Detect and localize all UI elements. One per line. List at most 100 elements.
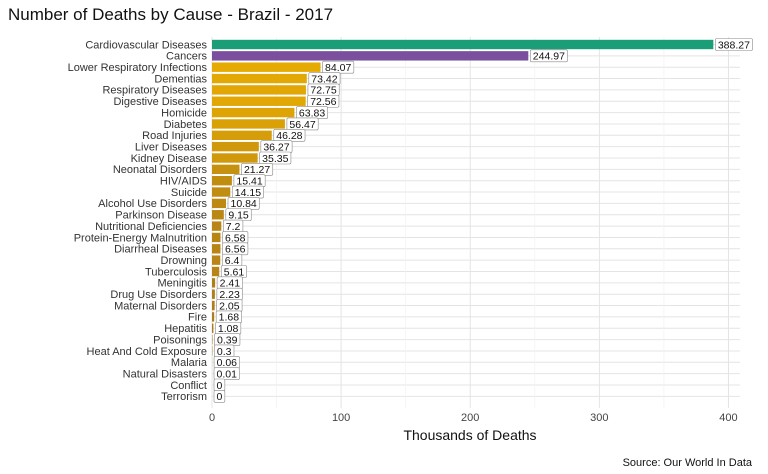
x-axis-label: Thousands of Deaths [403,427,536,443]
category-label: Poisonings [153,334,207,346]
x-tick-label: 100 [332,412,350,424]
category-label: Natural Disasters [123,368,208,380]
data-label: 10.84 [227,197,260,210]
category-label: Liver Diseases [135,141,208,153]
category-label: Digestive Diseases [113,96,207,108]
bar [212,130,272,140]
category-label: Homicide [161,107,207,119]
category-label: Alcohol Use Disorders [98,198,207,210]
bar [212,73,307,84]
data-label-text: 244.97 [533,51,565,63]
data-label: 1.68 [215,310,242,324]
bar [212,176,232,186]
category-label: Protein-Energy Malnutrition [74,232,207,244]
data-label-text: 7.2 [226,221,241,233]
bar [212,232,221,243]
category-label: Nutritional Deficiencies [95,221,207,233]
x-tick-label: 300 [590,412,608,424]
data-label-text: 14.15 [235,187,261,199]
category-label: Hepatitis [164,323,207,335]
data-label: 72.75 [307,83,340,97]
data-label-text: 0 [217,380,223,392]
data-label-text: 1.08 [218,323,239,335]
x-tick-label: 200 [461,412,479,424]
bar [212,39,714,50]
data-label-text: 2.41 [220,278,241,290]
category-label: HIV/AIDS [160,176,207,188]
data-label: 84.07 [322,60,355,74]
bar [212,323,214,333]
data-label-box [213,367,240,380]
bar [212,62,321,72]
data-label: 388.27 [715,38,753,51]
data-label: 6.58 [222,231,249,244]
data-label: 2.41 [216,276,243,290]
bar [212,153,258,163]
category-label: Tuberculosis [145,266,207,278]
data-label-text: 36.27 [263,141,289,153]
data-label-text: 6.58 [225,232,246,244]
data-label-text: 73.42 [311,73,337,85]
chart-title: Number of Deaths by Cause - Brazil - 201… [8,5,333,24]
x-tick-label: 0 [209,412,215,424]
data-label-text: 0.01 [217,368,238,380]
data-label-text: 10.84 [230,198,256,210]
bar [212,312,215,322]
data-label: 0.39 [214,333,241,346]
data-label: 0.06 [213,355,240,369]
data-label: 7.2 [222,219,244,233]
data-label-text: 388.27 [718,39,750,51]
bar [212,164,240,175]
data-label-text: 2.23 [219,289,240,301]
data-label: 244.97 [530,49,568,63]
data-label-text: 35.35 [262,153,288,165]
data-label-text: 0 [217,391,223,403]
data-label-box [530,49,568,63]
data-label-text: 63.83 [299,107,325,119]
data-label: 2.05 [216,299,243,312]
bar [212,96,306,106]
bar [212,107,295,118]
data-label: 0.3 [214,344,235,358]
bar [212,210,224,220]
data-label-text: 9.15 [228,210,249,222]
bar [212,266,220,277]
data-label-text: 5.61 [224,266,245,278]
data-label-box [715,38,753,51]
category-label: Heat And Cold Exposure [87,346,207,358]
data-label: 56.47 [286,117,319,131]
data-label-text: 0.06 [217,357,238,369]
category-label: Cardiovascular Diseases [85,39,207,51]
bar [212,255,221,265]
category-label: Meningitis [157,278,207,290]
x-axis-ticks: 0 100 200 300 400 [209,412,738,424]
data-label: 36.27 [260,140,293,153]
category-label: Suicide [171,187,207,199]
category-label: Drowning [161,255,207,267]
data-label-text: 72.75 [310,85,336,97]
category-label: Diarrheal Diseases [114,244,207,256]
data-label: 21.27 [241,163,274,176]
bar [212,221,222,231]
data-label-text: 6.4 [225,255,240,267]
data-label: 0 [213,390,226,403]
data-label: 6.4 [221,253,243,267]
category-label: Respiratory Diseases [102,85,207,97]
data-label-text: 6.56 [225,244,246,256]
data-label: 14.15 [231,185,264,199]
category-label: Lower Respiratory Infections [68,62,208,74]
data-label: 35.35 [259,151,292,165]
bar [212,141,259,152]
category-label: Dementias [154,73,207,85]
bar [212,187,231,197]
bar [212,51,529,61]
data-label: 73.42 [308,72,341,85]
category-label: Maternal Disorders [114,300,207,312]
data-label: 15.41 [233,174,266,188]
data-label-text: 21.27 [244,164,270,176]
data-label-text: 84.07 [325,62,351,74]
data-label-text: 72.56 [310,96,336,108]
bars [212,39,714,379]
category-label: Kidney Disease [131,153,207,165]
